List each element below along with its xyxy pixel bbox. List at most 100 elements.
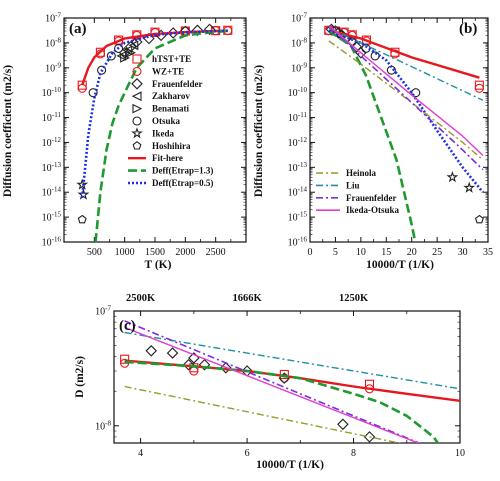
plot-area [76, 23, 233, 242]
x-tick-label: 1500 [145, 247, 165, 258]
y-tick-label: 10-8 [45, 36, 61, 49]
plot-area [324, 23, 484, 242]
top-axis-label: 1250K [339, 293, 369, 304]
y-tick-label: 10-15 [42, 211, 62, 224]
data-point-otsuka [411, 88, 421, 98]
legend-marker-htst-te [132, 54, 142, 64]
data-point-frauenfelder [145, 345, 158, 357]
data-point-otsuka [114, 43, 124, 53]
legend-entry: Liu [346, 180, 360, 190]
series-line-heinola [124, 385, 403, 443]
y-tick-label: 10-10 [288, 86, 308, 99]
series-line-deff-etrap-1-3 [328, 29, 417, 242]
legend-marker-hoshihira [132, 141, 142, 150]
x-tick-label: 5 [333, 247, 338, 258]
y-tick-label: 10-11 [288, 111, 308, 124]
data-point-wz-te [474, 83, 484, 93]
series-line-frauenfelder [124, 320, 422, 443]
x-axis-label: 10000/T (1/K) [366, 259, 434, 271]
y-tick-label: 10-12 [42, 136, 62, 149]
data-point-frauenfelder [131, 36, 143, 48]
y-tick-label: 10-11 [42, 111, 62, 124]
data-point-ikeda [463, 181, 476, 193]
legend-entry: Fit-here [152, 153, 183, 163]
y-tick-label: 10-7 [45, 12, 61, 25]
legend-entry: Frauenfelder [346, 193, 396, 203]
x-tick-label: 500 [87, 247, 102, 258]
x-tick-label: 25 [432, 247, 442, 258]
data-point-frauenfelder [337, 418, 349, 431]
y-axis-label: D (m2/s) [74, 356, 86, 398]
top-axis-label: 2500K [126, 293, 156, 304]
series-line-heinola [328, 40, 484, 161]
y-tick-label: 10-10 [42, 86, 62, 99]
y-axis-label: Diffusion coefficient (m2/s) [253, 65, 265, 197]
y-tick-label: 10-7 [95, 305, 111, 318]
panel-label: (a) [69, 21, 87, 37]
y-tick-label: 10-13 [288, 161, 308, 174]
data-point-hoshihira [474, 214, 484, 224]
x-tick-label: 30 [458, 247, 468, 258]
y-tick-label: 10-14 [42, 186, 62, 199]
legend-marker-zakharov [131, 91, 142, 102]
series-line-deff-etrap-0-5 [328, 29, 484, 194]
legend-entry: hTST+TE [152, 54, 191, 64]
data-point-htst-te [474, 80, 484, 90]
legend-entry: Zakharov [152, 91, 190, 101]
series-line-deff-etrap-1-3 [124, 360, 440, 443]
data-point-ikeda [446, 171, 459, 183]
legend-entry: Otsuka [152, 116, 181, 126]
legend: hTST+TE WZ+TE Frauenfelder Zakharov Benamati… [128, 54, 213, 188]
data-point-zakharov [128, 40, 139, 51]
x-tick-label: 15 [381, 247, 391, 258]
legend-entry: Hoshihira [152, 141, 191, 151]
series-line-liu [328, 27, 484, 101]
data-point-frauenfelder [166, 347, 179, 359]
y-tick-label: 10-16 [42, 236, 62, 249]
legend-entry: Benamati [152, 104, 189, 114]
x-tick-label: 1000 [115, 247, 135, 258]
panel-b: 0 5 10 15 20 25 30 35 10-16 10-15 10-14 10-13 10-12 1… [253, 12, 493, 272]
data-point-frauenfelder [124, 40, 137, 53]
series-line-deff-etrap-1-3 [94, 29, 228, 242]
legend-entry: Heinola [346, 168, 377, 178]
data-point-frauenfelder [198, 359, 211, 371]
x-tick-label: 8 [351, 448, 356, 459]
y-tick-label: 10-12 [288, 136, 308, 149]
x-tick-label: 6 [245, 448, 250, 459]
data-point-htst-te [120, 354, 130, 364]
data-point-benamati [120, 52, 130, 63]
panel-label: (b) [459, 21, 477, 37]
y-axis-label: Diffusion coefficient (m2/s) [2, 65, 14, 197]
y-tick-label: 10-8 [291, 36, 307, 49]
x-axis-label: 10000/T (1/K) [256, 459, 324, 471]
x-tick-label: 2000 [175, 247, 195, 258]
series-line-fit-here [328, 29, 480, 79]
series-line-liu [124, 331, 460, 390]
x-tick-label: 4 [138, 448, 143, 459]
x-axis-label: T (K) [145, 259, 172, 271]
data-point-frauenfelder [182, 359, 195, 371]
data-point-ikeda [76, 178, 89, 190]
panel-label: (c) [119, 318, 136, 334]
data-point-htst-te [77, 80, 87, 90]
data-point-frauenfelder [167, 27, 179, 39]
series-line-deff-etrap-0-5 [80, 29, 228, 198]
legend-entry: Deff(Etrap=0.5) [152, 178, 213, 188]
data-point-otsuka [106, 51, 116, 61]
plot-area [120, 320, 460, 443]
panel-c: 4 6 8 10 10-8 10-7 (c) 10000/T (1/K) D (m2/s) 250… [74, 293, 465, 471]
legend-marker-ikeda [131, 127, 143, 139]
data-point-hoshihira [77, 214, 87, 224]
y-tick-label: 10-13 [42, 161, 62, 174]
legend-marker-benamati [132, 103, 143, 114]
y-tick-label: 10-16 [288, 236, 308, 249]
data-point-frauenfelder [363, 431, 376, 443]
data-point-frauenfelder [355, 47, 367, 59]
data-point-wz-te [279, 373, 289, 383]
plot-frame [63, 17, 247, 243]
series-line-ikeda-otsuka [124, 326, 420, 443]
legend-entry: Frauenfelder [152, 79, 202, 89]
y-tick-label: 10-15 [288, 211, 308, 224]
